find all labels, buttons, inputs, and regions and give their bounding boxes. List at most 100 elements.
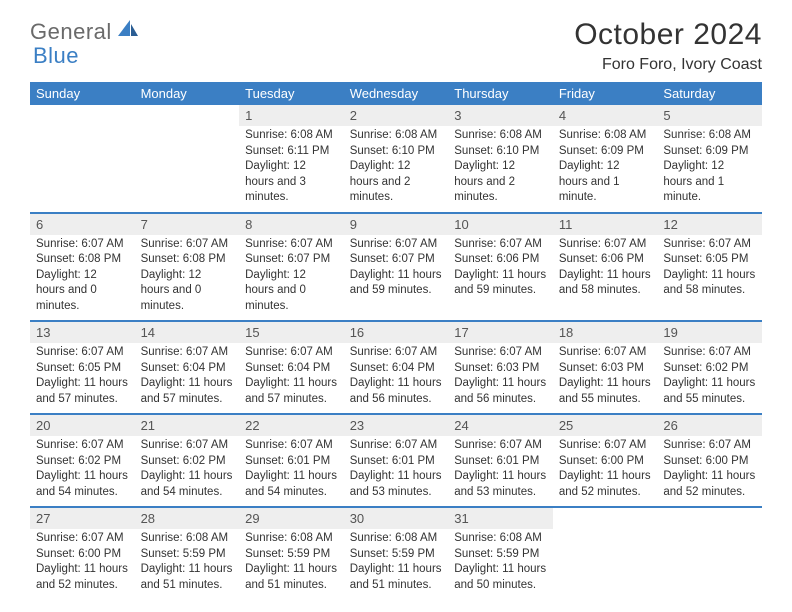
sunrise-text: Sunrise: 6:07 AM — [36, 531, 129, 547]
calendar-day: 23Sunrise: 6:07 AMSunset: 6:01 PMDayligh… — [344, 414, 449, 507]
calendar-day: 17Sunrise: 6:07 AMSunset: 6:03 PMDayligh… — [448, 321, 553, 414]
sunrise-text: Sunrise: 6:08 AM — [454, 128, 547, 144]
sunrise-text: Sunrise: 6:07 AM — [245, 237, 338, 253]
sunset-text: Sunset: 6:02 PM — [141, 454, 234, 470]
day-number: 22 — [239, 415, 344, 436]
sunrise-text: Sunrise: 6:08 AM — [350, 531, 443, 547]
daylight-text: Daylight: 11 hours and 57 minutes. — [141, 376, 234, 407]
day-number: 9 — [344, 214, 449, 235]
day-header: Saturday — [657, 82, 762, 105]
day-header: Thursday — [448, 82, 553, 105]
day-number: 26 — [657, 415, 762, 436]
day-number: 24 — [448, 415, 553, 436]
day-details: Sunrise: 6:08 AMSunset: 5:59 PMDaylight:… — [448, 529, 553, 599]
day-header: Tuesday — [239, 82, 344, 105]
day-number: 21 — [135, 415, 240, 436]
calendar-day: 16Sunrise: 6:07 AMSunset: 6:04 PMDayligh… — [344, 321, 449, 414]
daylight-text: Daylight: 11 hours and 57 minutes. — [245, 376, 338, 407]
day-number: 1 — [239, 105, 344, 126]
day-header: Friday — [553, 82, 658, 105]
calendar-day: 29 Sunrise: 6:08 AMSunset: 5:59 PMDayligh… — [239, 507, 344, 599]
sunrise-text: Sunrise: 6:08 AM — [454, 531, 547, 547]
day-details: Sunrise: 6:07 AMSunset: 6:04 PMDaylight:… — [344, 343, 449, 413]
sunset-text: Sunset: 6:01 PM — [350, 454, 443, 470]
calendar-day: 25Sunrise: 6:07 AMSunset: 6:00 PMDayligh… — [553, 414, 658, 507]
day-number: 25 — [553, 415, 658, 436]
day-details: Sunrise: 6:08 AMSunset: 5:59 PMDaylight:… — [135, 529, 240, 599]
daylight-text: Daylight: 12 hours and 1 minute. — [559, 159, 652, 206]
sunset-text: Sunset: 5:59 PM — [350, 547, 443, 563]
calendar-day: 7Sunrise: 6:07 AMSunset: 6:08 PMDaylight… — [135, 213, 240, 322]
sunrise-text: Sunrise: 6:07 AM — [663, 237, 756, 253]
daylight-text: Daylight: 11 hours and 55 minutes. — [559, 376, 652, 407]
day-header: Sunday — [30, 82, 135, 105]
sunset-text: Sunset: 5:59 PM — [245, 547, 338, 563]
calendar-day: 28Sunrise: 6:08 AMSunset: 5:59 PMDayligh… — [135, 507, 240, 599]
day-number: 10 — [448, 214, 553, 235]
daylight-text: Daylight: 11 hours and 56 minutes. — [454, 376, 547, 407]
day-number: 2 — [344, 105, 449, 126]
day-number: 29 — [239, 508, 344, 529]
month-title: October 2024 — [574, 18, 762, 52]
sunrise-text: Sunrise: 6:07 AM — [559, 237, 652, 253]
daylight-text: Daylight: 12 hours and 0 minutes. — [245, 268, 338, 315]
location: Foro Foro, Ivory Coast — [574, 56, 762, 74]
day-number: 6 — [30, 214, 135, 235]
daylight-text: Daylight: 12 hours and 2 minutes. — [350, 159, 443, 206]
sunset-text: Sunset: 6:02 PM — [36, 454, 129, 470]
sunrise-text: Sunrise: 6:08 AM — [141, 531, 234, 547]
daylight-text: Daylight: 12 hours and 1 minute. — [663, 159, 756, 206]
sunrise-text: Sunrise: 6:08 AM — [350, 128, 443, 144]
sunrise-text: Sunrise: 6:07 AM — [245, 438, 338, 454]
daylight-text: Daylight: 11 hours and 55 minutes. — [663, 376, 756, 407]
daylight-text: Daylight: 11 hours and 52 minutes. — [36, 562, 129, 593]
sunset-text: Sunset: 5:59 PM — [141, 547, 234, 563]
calendar-day: 27 Sunrise: 6:07 AMSunset: 6:00 PMDayligh… — [30, 507, 135, 599]
day-details: Sunrise: 6:07 AMSunset: 6:02 PMDaylight:… — [135, 436, 240, 506]
day-details: Sunrise: 6:07 AMSunset: 6:05 PMDaylight:… — [30, 343, 135, 413]
sunset-text: Sunset: 6:04 PM — [245, 361, 338, 377]
day-number: 18 — [553, 322, 658, 343]
calendar-week: 27Sunrise: 6:07 AMSunset: 6:00 PMDayligh… — [30, 507, 762, 599]
calendar-day: 3Sunrise: 6:08 AMSunset: 6:10 PMDaylight… — [448, 105, 553, 213]
daylight-text: Daylight: 11 hours and 50 minutes. — [454, 562, 547, 593]
day-details: Sunrise: 6:07 AMSunset: 6:06 PMDaylight:… — [553, 235, 658, 305]
calendar-day: 11Sunrise: 6:07 AMSunset: 6:06 PMDayligh… — [553, 213, 658, 322]
day-number: 27 — [30, 508, 135, 529]
day-details: Sunrise: 6:07 AMSunset: 6:03 PMDaylight:… — [553, 343, 658, 413]
daylight-text: Daylight: 11 hours and 51 minutes. — [245, 562, 338, 593]
day-details: Sunrise: 6:07 AMSunset: 6:04 PMDaylight:… — [239, 343, 344, 413]
day-details: Sunrise: 6:07 AMSunset: 6:04 PMDaylight:… — [135, 343, 240, 413]
sunset-text: Sunset: 6:06 PM — [454, 252, 547, 268]
day-details: Sunrise: 6:07 AMSunset: 6:03 PMDaylight:… — [448, 343, 553, 413]
sunrise-text: Sunrise: 6:07 AM — [141, 237, 234, 253]
sail-icon — [116, 18, 140, 45]
calendar-header-row: SundayMondayTuesdayWednesdayThursdayFrid… — [30, 82, 762, 105]
calendar-body: ....1Sunrise: 6:08 AMSunset: 6:11 PMDayl… — [30, 105, 762, 599]
sunrise-text: Sunrise: 6:07 AM — [350, 438, 443, 454]
day-details: Sunrise: 6:08 AMSunset: 6:09 PMDaylight:… — [657, 126, 762, 212]
calendar-week: 6Sunrise: 6:07 AMSunset: 6:08 PMDaylight… — [30, 213, 762, 322]
sunrise-text: Sunrise: 6:07 AM — [36, 345, 129, 361]
sunset-text: Sunset: 6:11 PM — [245, 144, 338, 160]
sunset-text: Sunset: 6:00 PM — [36, 547, 129, 563]
sunrise-text: Sunrise: 6:07 AM — [454, 237, 547, 253]
calendar-day: .. — [135, 105, 240, 213]
sunset-text: Sunset: 6:01 PM — [245, 454, 338, 470]
sunset-text: Sunset: 6:01 PM — [454, 454, 547, 470]
calendar-day: 2Sunrise: 6:08 AMSunset: 6:10 PMDaylight… — [344, 105, 449, 213]
day-number: 5 — [657, 105, 762, 126]
calendar-week: 20Sunrise: 6:07 AMSunset: 6:02 PMDayligh… — [30, 414, 762, 507]
sunrise-text: Sunrise: 6:07 AM — [663, 438, 756, 454]
sunset-text: Sunset: 6:03 PM — [454, 361, 547, 377]
day-number: 31 — [448, 508, 553, 529]
header: General October 2024 Foro Foro, Ivory Co… — [30, 18, 762, 74]
day-number: 4 — [553, 105, 658, 126]
sunrise-text: Sunrise: 6:08 AM — [245, 531, 338, 547]
daylight-text: Daylight: 11 hours and 58 minutes. — [663, 268, 756, 299]
sunset-text: Sunset: 6:04 PM — [141, 361, 234, 377]
day-number: 14 — [135, 322, 240, 343]
daylight-text: Daylight: 11 hours and 54 minutes. — [141, 469, 234, 500]
sunrise-text: Sunrise: 6:07 AM — [141, 345, 234, 361]
sunrise-text: Sunrise: 6:07 AM — [350, 345, 443, 361]
